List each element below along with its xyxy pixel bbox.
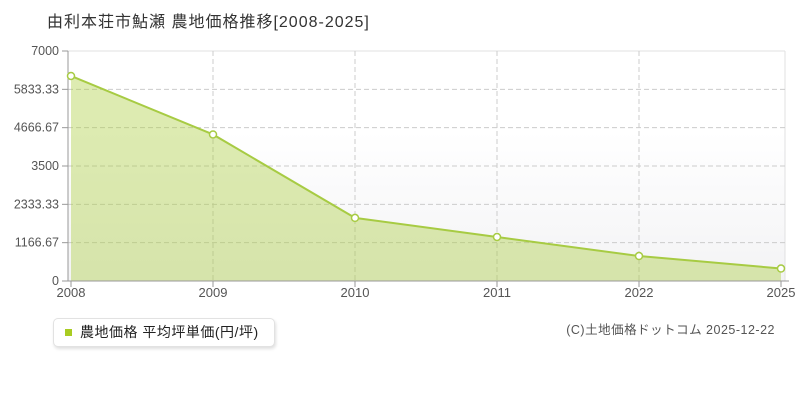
data-point — [492, 232, 502, 242]
data-point-markers — [66, 71, 786, 273]
svg-text:2333.33: 2333.33 — [14, 197, 59, 211]
svg-text:2022: 2022 — [625, 285, 654, 300]
svg-text:3500: 3500 — [31, 159, 59, 173]
svg-text:7000: 7000 — [31, 44, 59, 58]
plot-background — [68, 51, 785, 281]
svg-text:5833.33: 5833.33 — [14, 82, 59, 96]
svg-text:2025: 2025 — [767, 285, 796, 300]
svg-text:4666.67: 4666.67 — [14, 121, 59, 135]
data-point — [350, 213, 360, 223]
y-axis-ticks: 0 1166.67 2333.33 3500 4666.67 5833.33 7000 — [14, 44, 68, 288]
data-point — [634, 251, 644, 261]
chart-title: 由利本荘市鮎瀬 農地価格推移[2008-2025] — [47, 14, 370, 31]
legend-label: 農地価格 平均坪単価(円/坪) — [80, 324, 259, 340]
legend-swatch-icon — [65, 328, 72, 336]
data-point — [776, 264, 786, 273]
legend: 農地価格 平均坪単価(円/坪) — [53, 318, 275, 347]
x-axis-ticks: 2008 2009 2010 2011 2022 2025 — [57, 281, 796, 300]
svg-text:1166.67: 1166.67 — [15, 236, 59, 250]
svg-text:2008: 2008 — [57, 285, 86, 300]
data-point — [66, 71, 76, 81]
copyright-text: (C)土地価格ドットコム 2025-12-22 — [566, 323, 775, 337]
svg-text:2011: 2011 — [483, 285, 511, 300]
series-line — [70, 75, 782, 270]
svg-text:2010: 2010 — [341, 285, 370, 300]
gridlines — [68, 51, 785, 281]
data-point — [208, 130, 218, 139]
area-fill — [71, 75, 781, 281]
svg-text:2009: 2009 — [199, 285, 228, 300]
svg-text:0: 0 — [52, 274, 59, 288]
